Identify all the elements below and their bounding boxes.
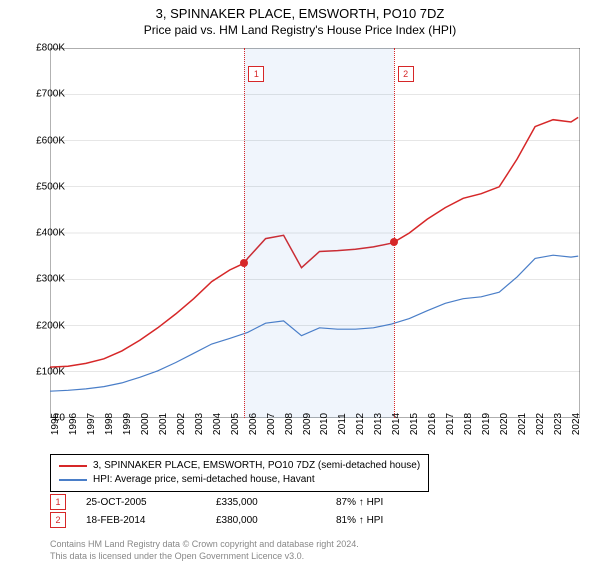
sale-price: £335,000 <box>216 497 316 508</box>
sale-marker-icon: 2 <box>50 512 66 528</box>
highlight-band <box>244 48 393 418</box>
x-tick-label: 2023 <box>553 413 564 435</box>
y-tick-label: £200K <box>25 320 65 331</box>
x-tick-label: 2008 <box>284 413 295 435</box>
footer-line-2: This data is licensed under the Open Gov… <box>50 550 359 562</box>
x-tick-label: 2013 <box>373 413 384 435</box>
sale-hpi: 87% ↑ HPI <box>336 497 446 508</box>
marker-label: 1 <box>248 66 264 82</box>
legend-label: 3, SPINNAKER PLACE, EMSWORTH, PO10 7DZ (… <box>93 459 420 473</box>
legend-swatch <box>59 465 87 467</box>
y-tick-label: £400K <box>25 228 65 239</box>
marker-line <box>244 48 245 418</box>
x-tick-label: 2010 <box>319 413 330 435</box>
footer-attribution: Contains HM Land Registry data © Crown c… <box>50 538 359 562</box>
x-tick-label: 2001 <box>158 413 169 435</box>
sale-price: £380,000 <box>216 515 316 526</box>
chart-container: 3, SPINNAKER PLACE, EMSWORTH, PO10 7DZ P… <box>0 6 600 566</box>
legend-label: HPI: Average price, semi-detached house,… <box>93 473 315 487</box>
sale-row: 2 18-FEB-2014 £380,000 81% ↑ HPI <box>50 512 446 528</box>
x-tick-label: 2006 <box>248 413 259 435</box>
x-tick-label: 2019 <box>481 413 492 435</box>
x-tick-label: 1995 <box>50 413 61 435</box>
legend: 3, SPINNAKER PLACE, EMSWORTH, PO10 7DZ (… <box>50 454 429 492</box>
x-tick-label: 1999 <box>122 413 133 435</box>
x-tick-label: 2004 <box>212 413 223 435</box>
legend-row: HPI: Average price, semi-detached house,… <box>59 473 420 487</box>
y-tick-label: £100K <box>25 366 65 377</box>
x-tick-label: 1997 <box>86 413 97 435</box>
y-tick-label: £700K <box>25 89 65 100</box>
x-tick-label: 2020 <box>499 413 510 435</box>
x-tick-label: 2016 <box>427 413 438 435</box>
sale-date: 18-FEB-2014 <box>86 515 196 526</box>
y-tick-label: £500K <box>25 181 65 192</box>
x-tick-label: 2024 <box>571 413 582 435</box>
legend-swatch <box>59 479 87 481</box>
x-tick-label: 2003 <box>194 413 205 435</box>
x-tick-label: 2000 <box>140 413 151 435</box>
x-tick-label: 2018 <box>463 413 474 435</box>
x-tick-label: 1998 <box>104 413 115 435</box>
x-tick-label: 2014 <box>391 413 402 435</box>
x-tick-label: 2011 <box>337 413 348 435</box>
x-tick-label: 2009 <box>302 413 313 435</box>
sale-row: 1 25-OCT-2005 £335,000 87% ↑ HPI <box>50 494 446 510</box>
marker-dot <box>390 238 398 246</box>
x-tick-label: 2015 <box>409 413 420 435</box>
x-tick-label: 2005 <box>230 413 241 435</box>
x-tick-label: 2012 <box>355 413 366 435</box>
x-tick-label: 2007 <box>266 413 277 435</box>
y-tick-label: £800K <box>25 43 65 54</box>
marker-dot <box>240 259 248 267</box>
footer-line-1: Contains HM Land Registry data © Crown c… <box>50 538 359 550</box>
chart-title: 3, SPINNAKER PLACE, EMSWORTH, PO10 7DZ <box>0 6 600 21</box>
chart-area: 12 <box>50 48 580 418</box>
marker-line <box>394 48 395 418</box>
y-tick-label: £600K <box>25 135 65 146</box>
sale-marker-icon: 1 <box>50 494 66 510</box>
x-tick-label: 1996 <box>68 413 79 435</box>
sale-date: 25-OCT-2005 <box>86 497 196 508</box>
sale-hpi: 81% ↑ HPI <box>336 515 446 526</box>
x-tick-label: 2002 <box>176 413 187 435</box>
x-tick-label: 2021 <box>517 413 528 435</box>
x-tick-label: 2022 <box>535 413 546 435</box>
legend-row: 3, SPINNAKER PLACE, EMSWORTH, PO10 7DZ (… <box>59 459 420 473</box>
x-tick-label: 2017 <box>445 413 456 435</box>
chart-subtitle: Price paid vs. HM Land Registry's House … <box>0 23 600 37</box>
y-tick-label: £300K <box>25 274 65 285</box>
marker-label: 2 <box>398 66 414 82</box>
